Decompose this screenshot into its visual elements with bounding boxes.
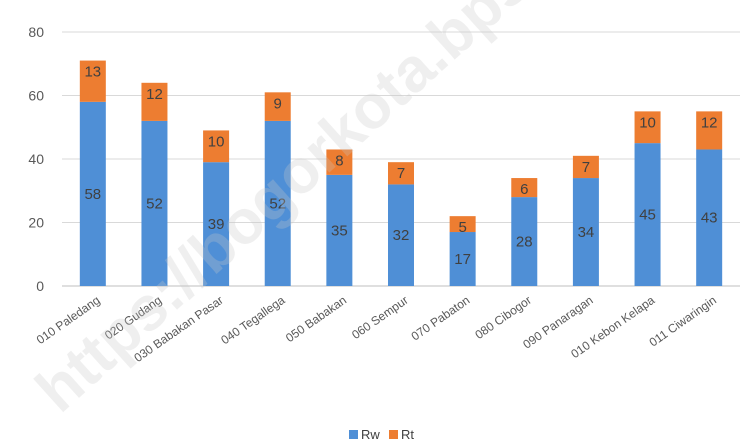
x-tick-label: 011 Ciwaringin (647, 293, 719, 349)
bar-rw (634, 143, 661, 286)
bars: 58 13 52 12 39 10 52 9 35 8 32 7 17 5 28 6 34 7 45 10 43 12 (79, 60, 723, 287)
y-tick-label: 80 (28, 24, 44, 40)
bar-rt (511, 178, 538, 198)
data-label-rt: 7 (582, 159, 590, 176)
y-axis: 0 20 40 60 80 (28, 24, 44, 294)
x-tick-label: 070 Pabaton (409, 293, 473, 344)
bar-rt (203, 130, 230, 163)
legend: Rw Rt (349, 427, 414, 442)
data-label-rw: 52 (269, 195, 286, 212)
data-label-rt: 7 (397, 165, 405, 182)
data-label-rt: 12 (701, 114, 718, 131)
data-label-rt: 12 (146, 86, 163, 103)
data-label-rw: 17 (454, 251, 471, 268)
bar-rt (79, 60, 106, 102)
y-tick-label: 20 (28, 215, 44, 231)
x-tick-label: 060 Sempur (349, 293, 411, 342)
gridlines (62, 31, 740, 287)
bar-rw (264, 120, 291, 287)
data-label-rw: 28 (516, 234, 533, 251)
bar-rw (141, 120, 168, 287)
bar-rw (449, 232, 476, 286)
legend-swatch-rw (349, 430, 358, 439)
data-label-rt: 5 (458, 219, 466, 236)
bar-rt (572, 155, 599, 179)
data-label-rt: 13 (84, 64, 101, 81)
bar-rt (141, 82, 168, 121)
legend-label-rt: Rt (401, 427, 414, 442)
data-label-rt: 8 (335, 152, 343, 169)
bar-rt (449, 216, 476, 233)
data-label-rt: 6 (520, 181, 528, 198)
bar-rt (388, 162, 414, 185)
data-label-rt: 9 (274, 95, 282, 112)
data-label-rw: 34 (578, 224, 595, 241)
data-label-rw: 52 (146, 195, 163, 212)
data-label-rw: 35 (331, 222, 348, 239)
bar-rw (326, 174, 353, 286)
x-tick-label: 080 Cibogor (472, 293, 534, 342)
y-tick-label: 40 (28, 151, 44, 167)
bar-rt (696, 111, 723, 150)
x-tick-label: 040 Tegallega (218, 293, 287, 347)
data-label-rw: 45 (639, 207, 656, 224)
y-tick-label: 60 (28, 88, 44, 104)
data-label-rw: 32 (393, 227, 410, 244)
x-tick-label: 050 Babakan (283, 293, 349, 345)
bar-rt (264, 92, 291, 121)
bar-rw (388, 184, 414, 286)
bar-rw (511, 197, 538, 286)
data-label-rt: 10 (208, 133, 225, 150)
data-label-rw: 58 (84, 186, 101, 203)
data-label-rw: 39 (208, 216, 225, 233)
bar-rt (634, 111, 661, 144)
data-label-rw: 43 (701, 210, 718, 227)
bar-rt (326, 149, 353, 175)
bar-rw (696, 149, 723, 286)
bar-rw (79, 101, 106, 286)
legend-swatch-rt (389, 430, 398, 439)
legend-label-rw: Rw (361, 427, 380, 442)
data-label-rt: 10 (639, 114, 656, 131)
y-tick-label: 0 (36, 278, 44, 294)
bar-rw (572, 178, 599, 286)
bar-rw (203, 162, 230, 286)
